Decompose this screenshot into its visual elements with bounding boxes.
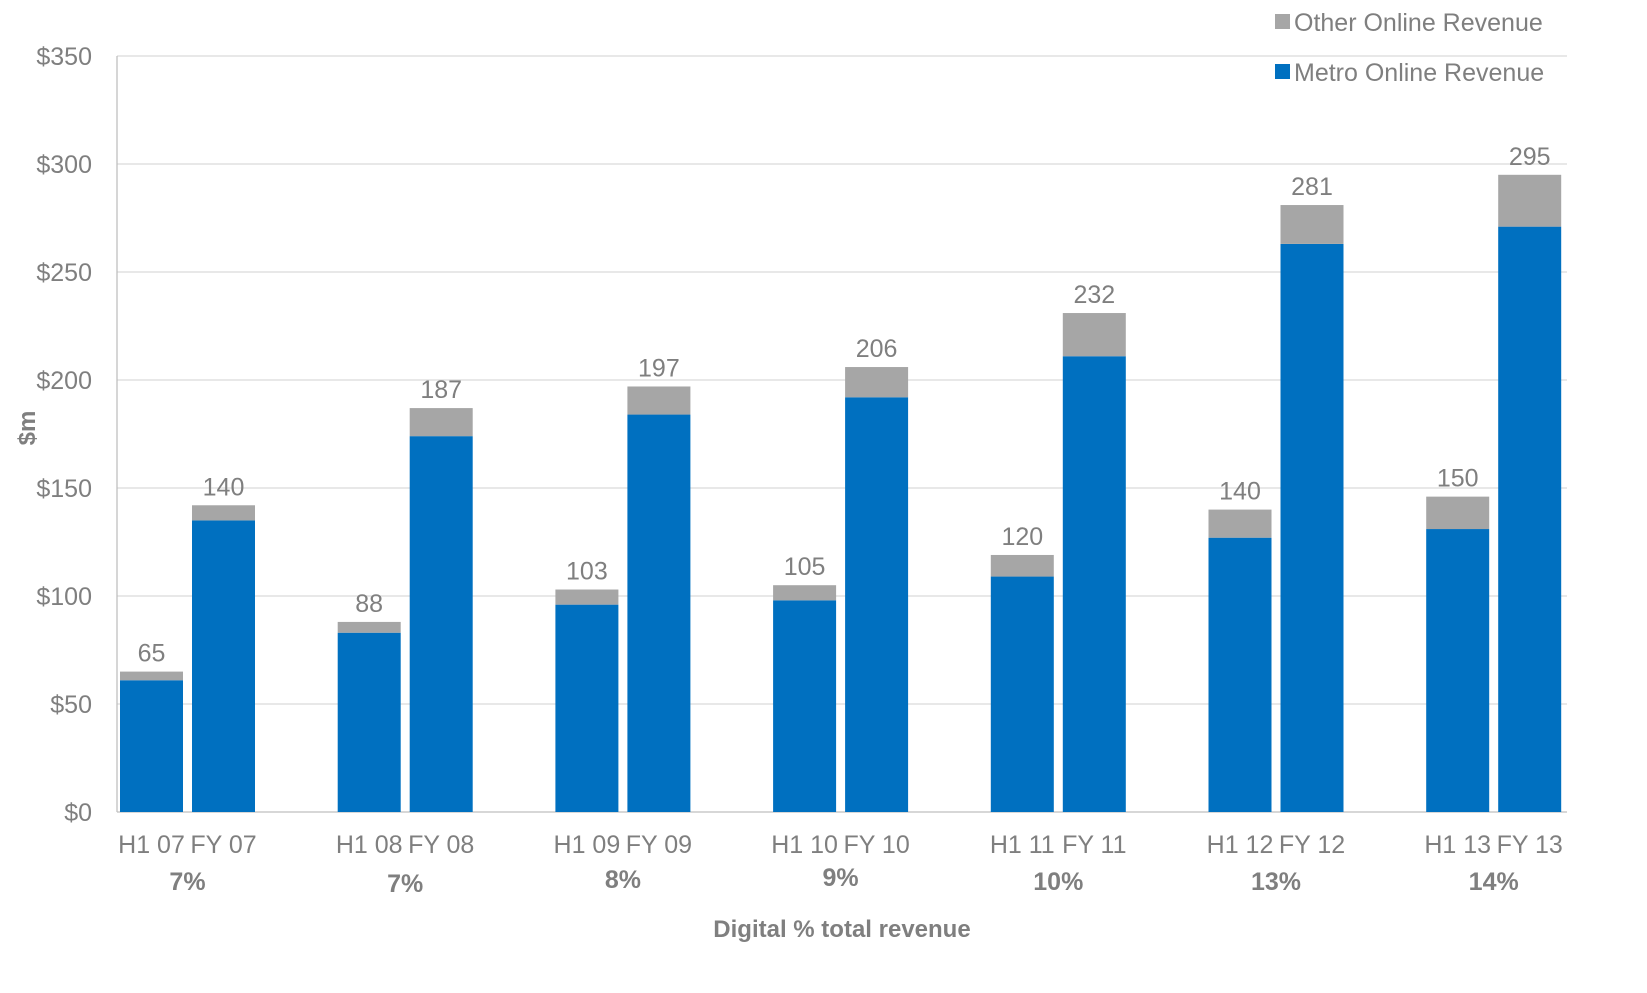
x-tick-label: FY 12 (1279, 831, 1345, 859)
data-label-total: 295 (1509, 143, 1551, 171)
legend-swatch (1275, 14, 1290, 29)
data-label-total: 187 (420, 376, 462, 404)
y-tick-label: $300 (36, 151, 92, 179)
bar-metro-online-revenue (627, 414, 691, 812)
group-percent-label: 10% (1033, 868, 1083, 896)
legend-label: Metro Online Revenue (1294, 59, 1544, 87)
y-tick-label: $50 (50, 691, 92, 719)
bar-metro-online-revenue (120, 680, 183, 812)
bar-metro-online-revenue (1062, 356, 1126, 812)
bar-metro-online-revenue (1498, 226, 1562, 812)
x-tick-label: H1 12 (1207, 831, 1274, 859)
x-tick-label: H1 11 (990, 831, 1055, 859)
bar-metro-online-revenue (1208, 537, 1272, 812)
y-tick-label: $250 (36, 259, 92, 287)
bar-other-online-revenue (192, 505, 255, 521)
x-tick-label: H1 07 (118, 831, 185, 859)
data-label-total: 197 (638, 354, 680, 382)
bar-metro-online-revenue (773, 600, 837, 812)
bar-metro-online-revenue (192, 520, 255, 812)
bar-other-online-revenue (1062, 313, 1126, 357)
group-percent-label: 8% (605, 866, 641, 894)
bar-other-online-revenue (337, 621, 401, 633)
x-tick-label: FY 09 (626, 831, 692, 859)
bar-metro-online-revenue (337, 632, 401, 812)
bar-other-online-revenue (1280, 205, 1344, 244)
x-tick-label: FY 08 (408, 831, 474, 859)
x-tick-label: FY 13 (1497, 831, 1563, 859)
y-tick-label: $100 (36, 583, 92, 611)
y-tick-label: $150 (36, 475, 92, 503)
x-tick-label: H1 10 (771, 831, 838, 859)
labels: 65 H1 07 140 FY 07 88 H1 08 187 FY 08 103 H1 09 19… (118, 143, 1563, 898)
x-tick-label: H1 13 (1424, 831, 1491, 859)
data-label-total: 120 (1001, 523, 1043, 551)
legend: Other Online Revenue Metro Online Revenue (1275, 9, 1544, 87)
group-percent-label: 7% (169, 868, 205, 896)
bar-metro-online-revenue (1280, 243, 1344, 813)
data-label-total: 103 (566, 558, 608, 586)
bar-other-online-revenue (627, 386, 691, 415)
legend-label: Other Online Revenue (1294, 9, 1543, 37)
data-label-total: 281 (1291, 173, 1333, 201)
x-tick-label: H1 08 (336, 831, 403, 859)
group-percent-label: 9% (823, 864, 859, 892)
bar-metro-online-revenue (555, 604, 619, 812)
bar-other-online-revenue (555, 589, 619, 605)
data-label-total: 88 (355, 590, 383, 618)
data-label-total: 206 (856, 335, 898, 363)
x-tick-label: FY 11 (1062, 831, 1126, 859)
bar-metro-online-revenue (1426, 529, 1490, 812)
y-tick-label: $200 (36, 367, 92, 395)
data-label-total: 232 (1073, 281, 1115, 309)
legend-swatch (1275, 64, 1290, 79)
x-tick-label: FY 10 (843, 831, 909, 859)
group-percent-label: 7% (387, 870, 423, 898)
bar-other-online-revenue (409, 408, 473, 437)
bars (120, 174, 1562, 813)
bar-other-online-revenue (1498, 174, 1562, 227)
x-axis-title: Digital % total revenue (713, 916, 970, 943)
bar-metro-online-revenue (845, 397, 909, 812)
data-label-total: 140 (203, 473, 245, 501)
group-percent-label: 13% (1251, 868, 1301, 896)
bar-other-online-revenue (1208, 509, 1272, 538)
data-label-total: 140 (1219, 478, 1261, 506)
y-tick-label: $350 (36, 43, 92, 71)
y-axis-title: $m (14, 411, 41, 446)
data-label-total: 105 (784, 553, 826, 581)
gridlines (117, 55, 1567, 705)
group-percent-label: 14% (1469, 868, 1519, 896)
bar-metro-online-revenue (990, 576, 1054, 812)
bar-other-online-revenue (1426, 496, 1490, 530)
y-tick-label: $0 (64, 799, 92, 827)
x-tick-label: FY 07 (190, 831, 256, 859)
bar-other-online-revenue (120, 671, 183, 681)
data-label-total: 150 (1437, 465, 1479, 493)
bar-other-online-revenue (773, 585, 837, 601)
bar-other-online-revenue (845, 367, 909, 398)
x-tick-label: H1 09 (554, 831, 621, 859)
bar-metro-online-revenue (409, 436, 473, 812)
data-label-total: 65 (138, 640, 166, 668)
bar-other-online-revenue (990, 554, 1054, 577)
axes: $0 $50 $100 $150 $200 $250 $300 $350 (36, 43, 1567, 827)
